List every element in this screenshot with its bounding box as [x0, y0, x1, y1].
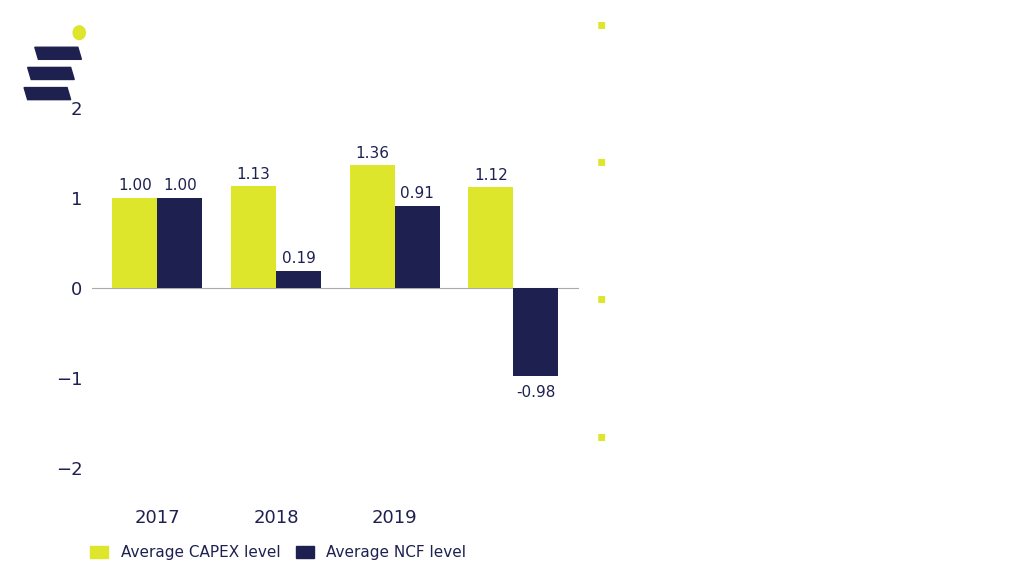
Text: 1.00: 1.00: [118, 179, 152, 194]
Bar: [158, 198, 203, 288]
Polygon shape: [35, 47, 82, 59]
Bar: [231, 186, 276, 288]
Text: 0.91: 0.91: [400, 187, 434, 202]
Circle shape: [73, 26, 85, 40]
Bar: [276, 271, 322, 288]
Text: 0.19: 0.19: [282, 251, 315, 266]
Bar: [349, 165, 394, 288]
Text: Substantial  reduction  in  revenue,
resulting  in  a  negative  net  CFs  from
: Substantial reduction in revenue, result…: [628, 17, 880, 84]
Bar: [394, 206, 439, 288]
Polygon shape: [25, 88, 71, 100]
Bar: [513, 288, 558, 376]
Text: -0.98: -0.98: [516, 385, 556, 400]
Bar: [113, 198, 158, 288]
Bar: [468, 187, 513, 288]
Polygon shape: [28, 67, 75, 79]
Text: In  addition,  many  the  SES  area’s
ANSPs  reduced  CAPEX  by  -24  %  as
most: In addition, many the SES area’s ANSPs r…: [628, 154, 878, 240]
Legend: Average CAPEX level, Average NCF level: Average CAPEX level, Average NCF level: [90, 545, 466, 560]
Text: 1.13: 1.13: [237, 166, 270, 181]
Text: 1.00: 1.00: [163, 179, 197, 194]
Text: ▪: ▪: [596, 429, 606, 442]
Text: 1.12: 1.12: [474, 168, 508, 183]
Text: Only  the  SES  area’s  ANSPs  having
high  liquidity  reserves  and  positive
n: Only the SES area’s ANSPs having high li…: [628, 291, 863, 377]
Text: The  empirical  results  are  mixed
suggesting  that  CAPEX  and  cash
reserves : The empirical results are mixed suggesti…: [628, 429, 889, 495]
Text: 1.36: 1.36: [355, 146, 389, 161]
Text: ▪: ▪: [596, 291, 606, 305]
Text: ▪: ▪: [596, 17, 606, 31]
Text: ▪: ▪: [596, 154, 606, 168]
